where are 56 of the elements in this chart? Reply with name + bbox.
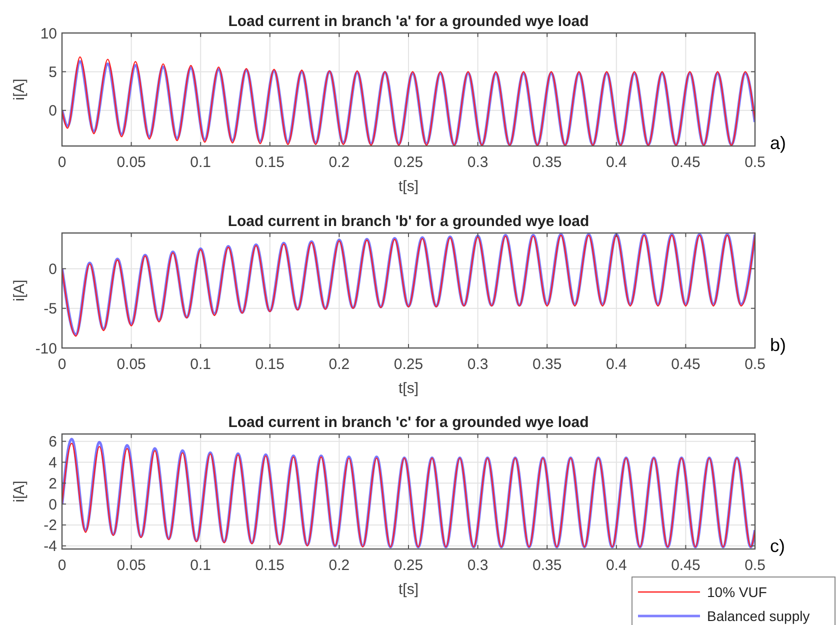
x-tick-label: 0.05 xyxy=(116,356,146,373)
chart-title: Load current in branch 'b' for a grounded wye load xyxy=(228,213,590,230)
legend-label: Balanced supply xyxy=(707,608,810,624)
y-tick-label: 4 xyxy=(48,454,57,472)
x-tick-label: 0.5 xyxy=(744,557,766,574)
x-tick-label: 0.35 xyxy=(532,557,562,574)
chart-title: Load current in branch 'a' for a grounded wye load xyxy=(228,13,589,30)
y-tick-label: 5 xyxy=(48,64,57,81)
y-axis-title: i[A] xyxy=(11,78,28,100)
y-tick-label: 10 xyxy=(40,25,57,42)
x-tick-label: 0.4 xyxy=(606,557,627,574)
text: b) xyxy=(770,335,786,355)
x-tick-label: 0.15 xyxy=(255,154,284,171)
x-tick-label: 0.2 xyxy=(328,154,350,171)
x-tick-label: 0.1 xyxy=(190,557,212,574)
y-tick-label: 2 xyxy=(48,475,57,492)
x-tick-label: 0.5 xyxy=(744,356,766,373)
y-tick-label: -5 xyxy=(44,300,57,318)
y-tick-label: -10 xyxy=(35,340,57,358)
x-tick-label: 0.05 xyxy=(116,154,146,171)
y-axis-title: i[A] xyxy=(11,480,28,502)
y-tick-label: 0 xyxy=(48,496,57,514)
x-tick-label: 0.1 xyxy=(190,356,212,373)
x-tick-label: 0.35 xyxy=(532,356,562,373)
x-tick-label: 0.5 xyxy=(744,154,766,171)
x-tick-label: 0.25 xyxy=(394,557,424,574)
x-tick-label: 0.4 xyxy=(606,154,627,171)
text: c) xyxy=(770,536,785,556)
x-tick-label: 0.1 xyxy=(190,154,212,171)
legend-label: 10% VUF xyxy=(707,584,767,600)
x-tick-label: 0.3 xyxy=(467,154,488,171)
x-tick-label: 0.25 xyxy=(394,356,424,373)
text: a) xyxy=(770,133,786,153)
x-tick-label: 0.15 xyxy=(255,557,284,574)
y-tick-label: -2 xyxy=(44,517,57,534)
y-tick-label: 6 xyxy=(48,434,57,451)
x-tick-label: 0.4 xyxy=(606,356,627,373)
x-tick-label: 0.2 xyxy=(328,356,350,373)
x-axis-title: t[s] xyxy=(398,380,419,397)
x-tick-label: 0.45 xyxy=(671,557,700,574)
chart-title: Load current in branch 'c' for a grounded wye load xyxy=(228,414,589,431)
x-axis-title: t[s] xyxy=(398,178,419,195)
x-tick-label: 0.15 xyxy=(255,356,284,373)
x-tick-label: 0.3 xyxy=(467,356,488,373)
x-tick-label: 0.25 xyxy=(394,154,424,171)
x-tick-label: 0.45 xyxy=(671,154,700,171)
y-tick-label: 0 xyxy=(48,102,57,120)
x-tick-label: 0.3 xyxy=(467,557,488,574)
y-tick-label: -4 xyxy=(44,538,57,556)
x-tick-label: 0.05 xyxy=(116,557,146,574)
y-axis-title: i[A] xyxy=(11,280,28,302)
x-tick-label: 0.2 xyxy=(328,557,350,574)
y-tick-label: 0 xyxy=(48,260,57,278)
x-tick-label: 0.45 xyxy=(671,356,700,373)
x-axis-title: t[s] xyxy=(398,581,419,598)
x-tick-label: 0.35 xyxy=(532,154,562,171)
